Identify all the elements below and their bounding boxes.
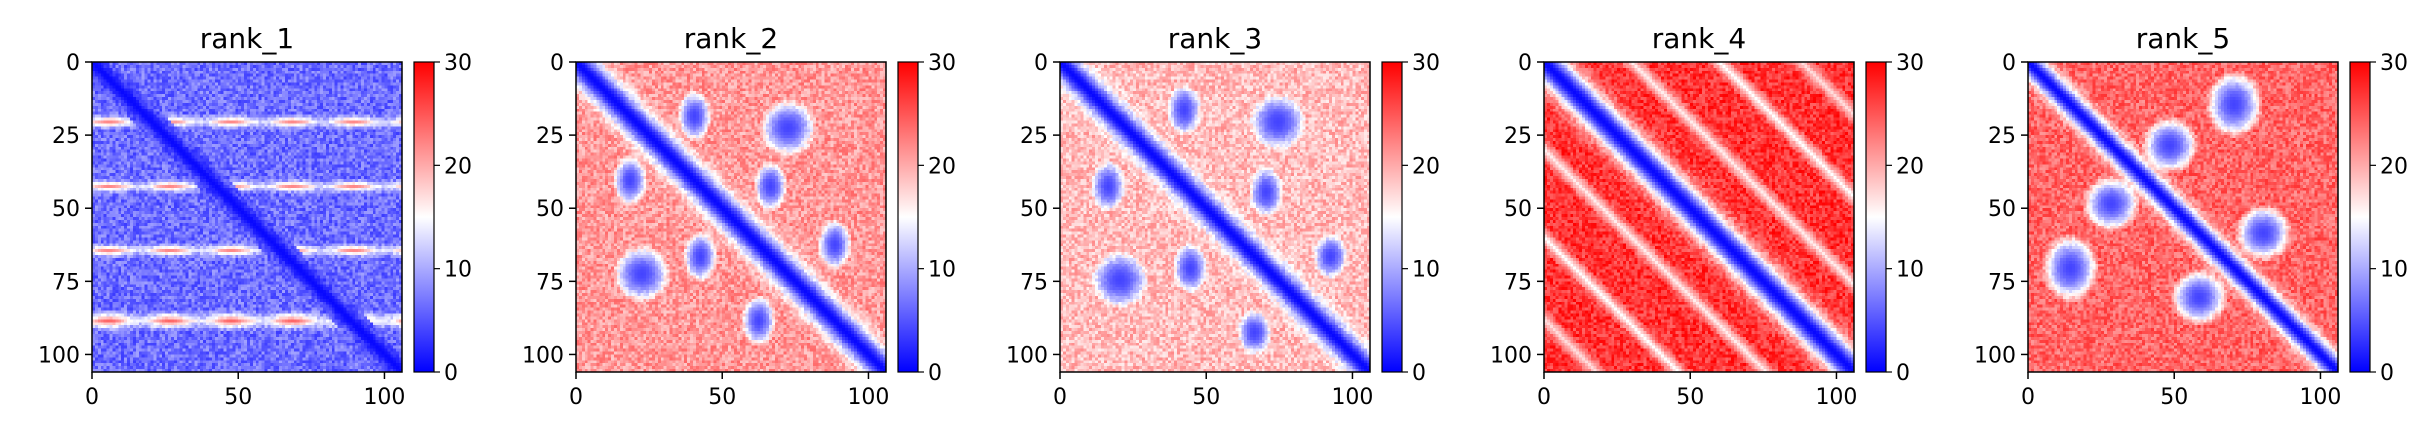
x-tick-label: 50 — [224, 385, 252, 410]
colorbar-tick-label: 10 — [444, 258, 472, 283]
y-tick-label: 0 — [66, 51, 80, 76]
colorbar-tick-label: 10 — [1896, 258, 1924, 283]
panel-title: rank_4 — [1652, 22, 1746, 55]
y-tick-label: 100 — [1490, 343, 1532, 368]
y-tick-label: 50 — [536, 197, 564, 222]
heatmap-frame — [1543, 61, 1855, 373]
heatmap-image — [92, 62, 402, 372]
colorbar — [897, 61, 919, 373]
x-tick-label: 0 — [1537, 385, 1551, 410]
colorbar-tick-label: 0 — [444, 361, 458, 386]
y-tick-label: 75 — [52, 270, 80, 295]
y-tick-label: 50 — [1988, 197, 2016, 222]
panel-title: rank_5 — [2136, 22, 2230, 55]
colorbar-tick-label: 30 — [928, 51, 956, 76]
y-tick-label: 50 — [1020, 197, 1048, 222]
x-tick-label: 100 — [363, 385, 405, 410]
colorbar-tick-label: 30 — [444, 51, 472, 76]
y-tick-label: 25 — [536, 124, 564, 149]
panel-title: rank_2 — [684, 22, 778, 55]
x-tick-label: 0 — [569, 385, 583, 410]
x-tick-label: 50 — [1676, 385, 1704, 410]
heatmap-image — [1060, 62, 1370, 372]
y-tick-label: 100 — [522, 343, 564, 368]
colorbar-tick-label: 20 — [928, 154, 956, 179]
heatmap-frame — [1059, 61, 1371, 373]
heatmap-frame — [575, 61, 887, 373]
colorbar-tick-label: 20 — [1896, 154, 1924, 179]
y-tick-label: 100 — [1006, 343, 1048, 368]
y-tick-label: 25 — [1020, 124, 1048, 149]
y-tick-label: 0 — [2002, 51, 2016, 76]
y-tick-label: 75 — [1988, 270, 2016, 295]
y-tick-label: 100 — [38, 343, 80, 368]
y-tick-label: 75 — [1504, 270, 1532, 295]
colorbar-tick-label: 0 — [1412, 361, 1426, 386]
x-tick-label: 0 — [85, 385, 99, 410]
x-tick-label: 50 — [2160, 385, 2188, 410]
y-tick-label: 25 — [1504, 124, 1532, 149]
colorbar-tick-label: 20 — [1412, 154, 1440, 179]
colorbar-tick-label: 10 — [928, 258, 956, 283]
heatmap-frame — [2027, 61, 2339, 373]
colorbar-tick-label: 30 — [1896, 51, 1924, 76]
colorbar-tick-label: 20 — [444, 154, 472, 179]
x-tick-label: 50 — [1192, 385, 1220, 410]
y-tick-label: 25 — [1988, 124, 2016, 149]
colorbar-tick-label: 20 — [2380, 154, 2408, 179]
colorbar — [1381, 61, 1403, 373]
y-tick-label: 25 — [52, 124, 80, 149]
colorbar-tick-label: 0 — [2380, 361, 2394, 386]
colorbar-tick-label: 30 — [2380, 51, 2408, 76]
colorbar — [1865, 61, 1887, 373]
colorbar-tick-label: 30 — [1412, 51, 1440, 76]
y-tick-label: 100 — [1974, 343, 2016, 368]
y-tick-label: 0 — [550, 51, 564, 76]
y-tick-label: 0 — [1518, 51, 1532, 76]
x-tick-label: 100 — [2299, 385, 2341, 410]
x-tick-label: 0 — [1053, 385, 1067, 410]
x-tick-label: 0 — [2021, 385, 2035, 410]
panel-title: rank_1 — [200, 22, 294, 55]
colorbar — [413, 61, 435, 373]
colorbar-tick-label: 10 — [1412, 258, 1440, 283]
y-tick-label: 0 — [1034, 51, 1048, 76]
y-tick-label: 75 — [536, 270, 564, 295]
x-tick-label: 100 — [1331, 385, 1373, 410]
colorbar-tick-label: 0 — [928, 361, 942, 386]
x-tick-label: 100 — [1815, 385, 1857, 410]
colorbar — [2349, 61, 2371, 373]
heatmap-image — [576, 62, 886, 372]
x-tick-label: 100 — [847, 385, 889, 410]
heatmap-frame — [91, 61, 403, 373]
x-tick-label: 50 — [708, 385, 736, 410]
heatmap-image — [2028, 62, 2338, 372]
panel-title: rank_3 — [1168, 22, 1262, 55]
y-tick-label: 50 — [1504, 197, 1532, 222]
y-tick-label: 50 — [52, 197, 80, 222]
colorbar-tick-label: 0 — [1896, 361, 1910, 386]
colorbar-tick-label: 10 — [2380, 258, 2408, 283]
y-tick-label: 75 — [1020, 270, 1048, 295]
heatmap-image — [1544, 62, 1854, 372]
